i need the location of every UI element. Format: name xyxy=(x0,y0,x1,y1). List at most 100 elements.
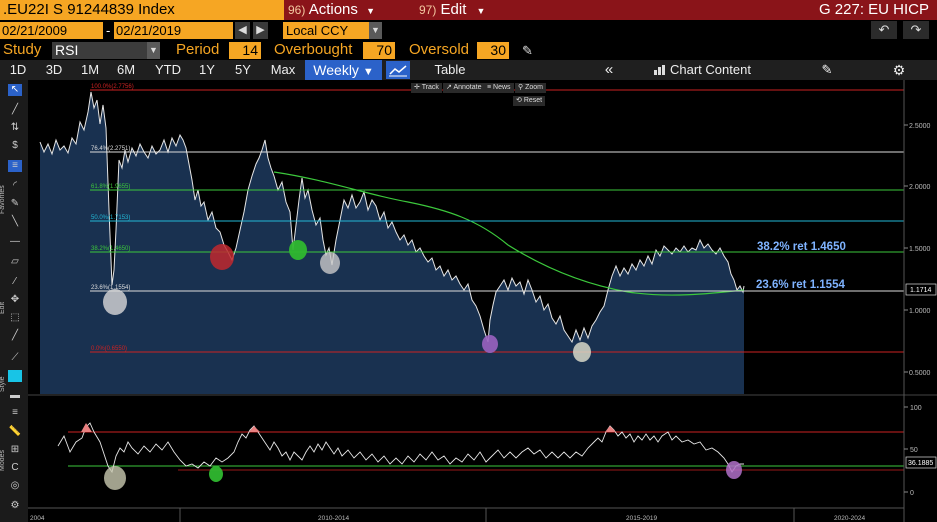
rsi-circle-2 xyxy=(209,466,223,482)
annotate-icon: ↗ xyxy=(446,84,454,91)
rsi-overbought-fill-2 xyxy=(605,426,616,432)
mode-target-icon[interactable]: ◎ xyxy=(10,480,20,491)
zoom-button[interactable]: ⚲ Zoom xyxy=(515,83,546,93)
drawing-toolbar xyxy=(0,80,28,522)
period-1d-button[interactable]: 1D xyxy=(9,62,27,77)
moving-average-line xyxy=(273,171,745,296)
draw-tool-icon[interactable]: ⁄ xyxy=(14,276,16,287)
actions-menu-label: Actions xyxy=(308,1,358,18)
shape-tool-icon[interactable]: ▱ xyxy=(11,256,19,267)
period-ytd-button[interactable]: YTD xyxy=(155,62,181,77)
period-6m-button[interactable]: 6M xyxy=(116,62,136,77)
x-axis-label-0: 2004 xyxy=(30,515,45,522)
fib-label-0: 100.0%(2.7756) xyxy=(91,84,134,90)
period-max-button[interactable]: Max xyxy=(270,62,296,77)
study-select[interactable]: RSI xyxy=(52,42,160,59)
caret-down-icon: ▼ xyxy=(366,6,375,16)
select-tool-icon[interactable]: ⬚ xyxy=(10,312,20,323)
fib-label-4: 38.2%(1.4650) xyxy=(91,246,130,252)
line-width-icon[interactable]: ≡ xyxy=(12,407,18,418)
edit-menu[interactable]: 97) Edit ▼ xyxy=(419,0,519,20)
move-tool-icon[interactable]: ✥ xyxy=(10,294,20,305)
currency-select[interactable]: Local CCY xyxy=(283,22,369,39)
last-value-box xyxy=(905,283,937,296)
horizontal-line-tool-icon[interactable]: — xyxy=(10,236,20,247)
trend-line-tool-icon[interactable]: ╱ xyxy=(11,104,19,115)
frequency-label: Weekly xyxy=(313,62,359,78)
price-tick-label-2: 1.5000 xyxy=(909,246,931,253)
annotate-button[interactable]: ↗ Annotate xyxy=(443,83,485,93)
rsi-tick-label-0: 100 xyxy=(910,405,922,412)
fibonacci-tool-icon[interactable]: ≡ xyxy=(8,160,22,172)
last-value-label: 1.1714 xyxy=(910,287,932,294)
annotate-label: Annotate xyxy=(453,84,482,91)
prev-arrow-icon[interactable]: ◀ xyxy=(235,22,250,39)
chart-content-button[interactable]: Chart Content xyxy=(670,62,751,77)
arc-tool-icon[interactable]: ◜ xyxy=(13,180,17,191)
period-3d-button[interactable]: 3D xyxy=(45,62,63,77)
reset-button[interactable]: ⟲ Reset xyxy=(513,96,546,106)
chevron-down-icon[interactable]: ▼ xyxy=(369,22,382,39)
table-button[interactable]: Table xyxy=(434,62,466,77)
axes: 2.5000 2.0000 1.5000 1.0000 0.5000 1.1714 100 5… xyxy=(28,80,937,522)
pen-tool-icon[interactable]: ✎ xyxy=(10,198,20,209)
gear-icon[interactable]: ⚙ xyxy=(892,62,906,78)
fib-label-3: 50.0%(1.7153) xyxy=(91,215,130,221)
cursor-tool-icon[interactable]: ↖ xyxy=(8,84,22,96)
period-input[interactable]: 14 xyxy=(229,42,261,59)
period-5y-button[interactable]: 5Y xyxy=(235,62,251,77)
rsi-last-box xyxy=(905,456,937,469)
track-button[interactable]: ✛ Track xyxy=(411,83,442,93)
end-date-input[interactable]: 02/21/2019 xyxy=(114,22,233,39)
date-range-bar xyxy=(0,20,937,40)
next-arrow-icon[interactable]: ▶ xyxy=(253,22,268,39)
annotation-236: 23.6% ret 1.1554 xyxy=(756,279,845,291)
mode-a-icon[interactable]: ⊞ xyxy=(10,444,20,455)
edit-chart-icon[interactable]: ✎ xyxy=(821,62,833,77)
fib-label-1: 76.4%(2.2751) xyxy=(91,146,130,152)
pencil-icon[interactable]: ✎ xyxy=(522,43,533,58)
color-swatch-icon[interactable] xyxy=(8,370,22,382)
frequency-select[interactable]: Weekly ▼ xyxy=(305,60,382,80)
gear-icon[interactable]: ⚙ xyxy=(10,500,20,511)
period-label: Period xyxy=(176,41,220,58)
grey-circle xyxy=(320,252,340,274)
dollar-tool-icon[interactable]: $ xyxy=(12,140,18,151)
price-chart[interactable]: 100.0%(2.7756) 76.4%(2.2751) 61.8%(1.9655)… xyxy=(28,80,937,522)
rsi-overbought-fill-0 xyxy=(81,423,92,432)
price-tick-label-0: 2.5000 xyxy=(909,123,931,130)
edit-menu-label: Edit xyxy=(440,1,467,18)
line-style-icon[interactable]: ╱ xyxy=(11,330,19,341)
period-1m-button[interactable]: 1M xyxy=(80,62,100,77)
edit-menu-number: 97) xyxy=(419,3,437,17)
oversold-input[interactable]: 30 xyxy=(477,42,509,59)
ticker-field[interactable]: .EU22I S 91244839 Index xyxy=(0,0,284,20)
news-icon: ≡ xyxy=(487,84,494,91)
rsi-line xyxy=(57,422,744,474)
thickness-icon[interactable]: ⟋ xyxy=(11,352,19,363)
page-title: G 227: EU HICP xyxy=(818,1,929,18)
collapse-left-icon[interactable]: « xyxy=(604,61,614,78)
price-tick-label-4: 0.5000 xyxy=(909,370,931,377)
mode-c-icon[interactable]: C xyxy=(11,462,19,473)
rsi-tick-label-1: 50 xyxy=(910,447,918,454)
chevron-down-icon[interactable]: ▼ xyxy=(147,42,160,59)
ruler-icon[interactable]: 📏 xyxy=(8,426,22,437)
line-chart-icon[interactable] xyxy=(386,61,410,79)
undo-icon[interactable]: ↶ xyxy=(871,21,897,39)
period-1y-button[interactable]: 1Y xyxy=(199,62,215,77)
channel-tool-icon[interactable]: ⇅ xyxy=(10,122,20,133)
chart-content-icon[interactable] xyxy=(650,60,670,80)
green-circle-1 xyxy=(289,240,307,260)
zoom-icon: ⚲ xyxy=(518,84,526,91)
brush-tool-icon[interactable]: ╲ xyxy=(11,216,19,227)
actions-menu[interactable]: 96) Actions ▼ xyxy=(288,0,406,20)
fill-style-icon[interactable]: ▬ xyxy=(10,390,20,401)
redo-icon[interactable]: ↷ xyxy=(903,21,929,39)
reset-label: Reset xyxy=(523,97,543,104)
start-date-input[interactable]: 02/21/2009 xyxy=(0,22,103,39)
study-label: Study xyxy=(3,41,42,58)
caret-down-icon: ▼ xyxy=(476,6,486,16)
news-button[interactable]: ≡ News xyxy=(484,83,514,93)
overbought-input[interactable]: 70 xyxy=(363,42,395,59)
